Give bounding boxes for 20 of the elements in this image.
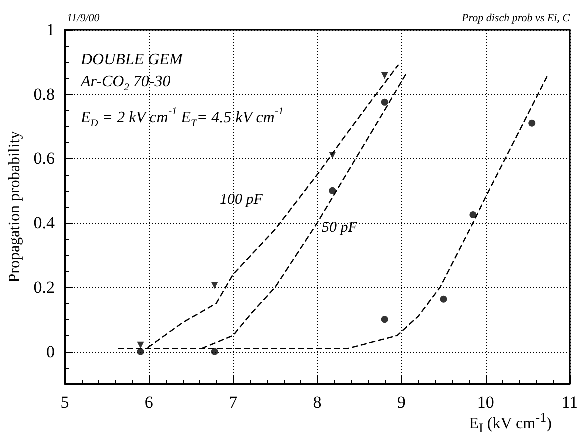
y-tick-label: 0.4: [34, 214, 56, 233]
y-axis-title: Propagation probability: [6, 131, 24, 283]
x-tick-label: 11: [562, 393, 578, 412]
annotation: DOUBLE GEM: [80, 52, 184, 68]
annotation: 100 pF: [220, 192, 264, 208]
y-tick-label: 0.6: [34, 149, 55, 168]
annotation: 50 pF: [322, 220, 358, 236]
x-tick-label: 7: [229, 393, 238, 412]
x-tick-label: 10: [477, 393, 494, 412]
x-tick-label: 8: [313, 393, 322, 412]
y-tick-label: 0.8: [34, 84, 55, 104]
x-axis-title: E$_{I}$ (kV cm$^{-1}$): [469, 410, 552, 434]
x-tick-label: 6: [144, 393, 154, 412]
y-tick-label: 0: [46, 342, 55, 362]
text: 11/9/00: [67, 12, 100, 24]
text: Prop disch prob vs Ei, C: [461, 12, 571, 24]
y-tick-label: 1: [46, 20, 55, 40]
x-tick-label: 5: [60, 393, 70, 412]
x-tick-label: 9: [397, 393, 406, 412]
y-tick-label: 0.2: [34, 278, 55, 297]
